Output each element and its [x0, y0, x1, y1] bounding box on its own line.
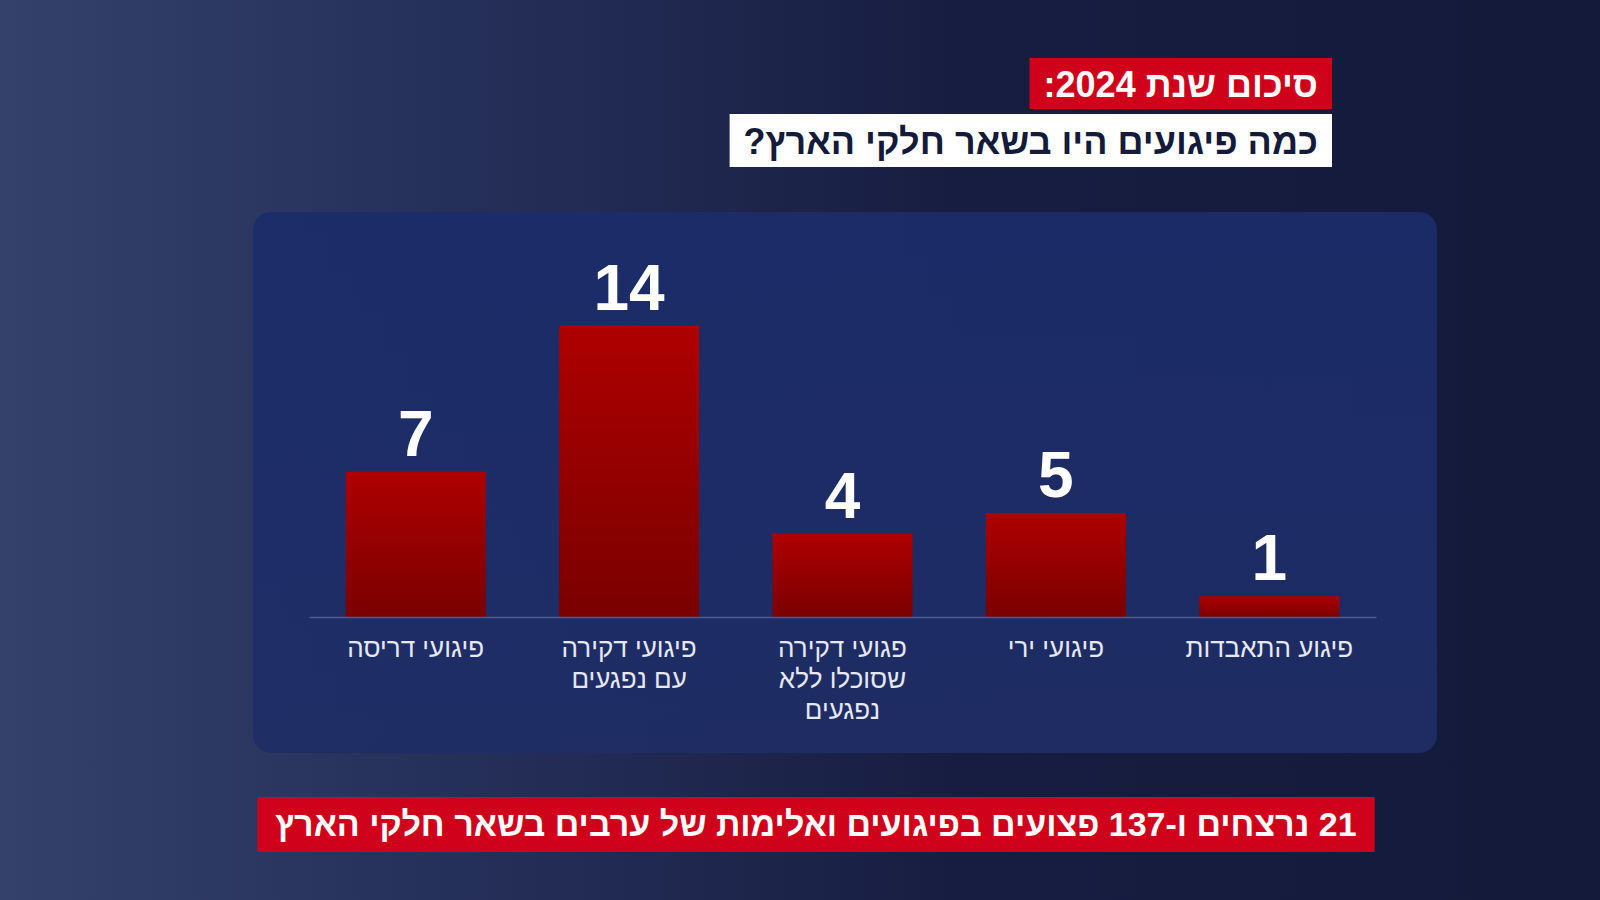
x-axis: פיגועי דריסה פיגועי דקירהעם נפגעים פגועי ד… [310, 617, 1377, 725]
x-tick-label-line: עם נפגעים [571, 664, 686, 694]
x-tick-label-line: פיגועי דריסה [347, 633, 484, 663]
subtitle-box [730, 114, 1332, 167]
x-tick-label: פיגועי ירי [1008, 633, 1104, 663]
data-labels: 7 14 4 5 1 [398, 252, 1287, 594]
x-tick-label: פיגועי דריסה [347, 633, 484, 663]
panel [253, 212, 1437, 753]
x-tick-label-line: פיגועי ירי [1008, 633, 1104, 663]
x-tick-label-line: פיגועי דקירה [562, 633, 697, 663]
x-tick-label-line: פיגוע התאבדות [1185, 633, 1353, 663]
x-tick: פגועי דקירהשסוכלו ללאנפגעים [778, 617, 907, 725]
x-tick-label-line: נפגעים [805, 695, 880, 725]
background [0, 0, 1600, 900]
subtitle: כמה פיגועים היו בשאר חלקי הארץ? [744, 121, 1318, 162]
annotation-group: 21 נרצחים ו-137 פצועים בפיגועים ואלימות … [257, 797, 1374, 852]
data-label: 5 [1038, 439, 1074, 511]
x-tick-label-line: שסוכלו ללא [779, 664, 906, 694]
annotation-box [257, 797, 1374, 852]
data-label: 1 [1252, 522, 1288, 594]
bar [986, 513, 1126, 617]
data-label: 14 [594, 252, 666, 324]
x-tick-label: פיגוע התאבדות [1185, 633, 1353, 663]
x-tick: פיגוע התאבדות [1185, 617, 1353, 663]
x-tick: פיגועי ירי [1008, 617, 1104, 663]
bar [773, 534, 913, 617]
bar [1199, 596, 1339, 617]
chart-root: סיכום שנת 2024: כמה פיגועים היו בשאר חלקי… [0, 0, 1600, 900]
data-label: 4 [825, 460, 861, 532]
x-axis-line [310, 617, 1377, 619]
x-tick-label: פיגועי דקירהעם נפגעים [562, 633, 697, 694]
x-tick: פיגועי דקירהעם נפגעים [562, 617, 697, 694]
title-box [1030, 58, 1332, 109]
bar [346, 472, 486, 618]
x-tick-label-line: פגועי דקירה [778, 633, 907, 663]
annotation: 21 נרצחים ו-137 פצועים בפיגועים ואלימות … [275, 805, 1356, 843]
x-tick: פיגועי דריסה [347, 617, 484, 663]
title: סיכום שנת 2024: [1044, 64, 1318, 105]
bars [346, 326, 1340, 617]
x-tick-label: פגועי דקירהשסוכלו ללאנפגעים [778, 633, 907, 725]
data-label: 7 [398, 398, 434, 470]
title-group: סיכום שנת 2024: [1030, 58, 1332, 109]
subtitle-group: כמה פיגועים היו בשאר חלקי הארץ? [730, 114, 1332, 167]
bar [559, 326, 699, 617]
